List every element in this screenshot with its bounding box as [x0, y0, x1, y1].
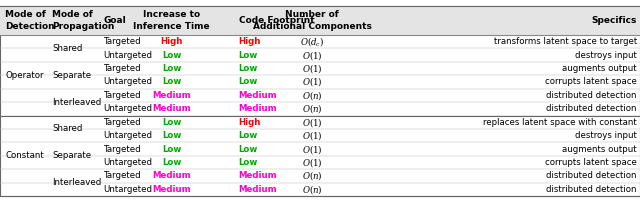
Text: Mode of
Detection: Mode of Detection	[5, 10, 55, 31]
Text: Untargeted: Untargeted	[104, 104, 153, 113]
Text: Medium: Medium	[239, 185, 277, 194]
Text: Goal: Goal	[104, 16, 127, 25]
Text: $O(1)$: $O(1)$	[302, 143, 323, 156]
Text: corrupts latent space: corrupts latent space	[545, 158, 637, 167]
Text: $O(1)$: $O(1)$	[302, 116, 323, 129]
Text: Untargeted: Untargeted	[104, 77, 153, 86]
Text: Targeted: Targeted	[104, 145, 141, 154]
Text: Separate: Separate	[52, 71, 92, 80]
Text: Code Footprint: Code Footprint	[239, 16, 314, 25]
Text: augments output: augments output	[562, 145, 637, 154]
Text: $O(d_c)$: $O(d_c)$	[300, 35, 324, 48]
Text: Low: Low	[239, 77, 258, 86]
Text: Low: Low	[162, 77, 181, 86]
Text: $O(n)$: $O(n)$	[302, 102, 323, 115]
Text: Interleaved: Interleaved	[52, 178, 102, 187]
Text: Medium: Medium	[152, 104, 191, 113]
Text: Low: Low	[162, 145, 181, 154]
Text: destroys input: destroys input	[575, 51, 637, 60]
Text: Operator: Operator	[5, 71, 44, 80]
Text: $O(1)$: $O(1)$	[302, 62, 323, 75]
Text: $O(1)$: $O(1)$	[302, 75, 323, 88]
Text: Low: Low	[239, 131, 258, 140]
Text: augments output: augments output	[562, 64, 637, 73]
Text: Medium: Medium	[239, 91, 277, 100]
Bar	[0, 6, 640, 35]
Text: distributed detection: distributed detection	[547, 185, 637, 194]
Text: Low: Low	[162, 131, 181, 140]
Text: Low: Low	[239, 158, 258, 167]
Text: $O(1)$: $O(1)$	[302, 129, 323, 142]
Text: Targeted: Targeted	[104, 64, 141, 73]
Text: Low: Low	[162, 64, 181, 73]
Text: Low: Low	[239, 51, 258, 60]
Text: $O(n)$: $O(n)$	[302, 183, 323, 196]
Text: Medium: Medium	[152, 171, 191, 180]
Text: $O(1)$: $O(1)$	[302, 49, 323, 62]
Text: Low: Low	[162, 118, 181, 127]
Text: $O(n)$: $O(n)$	[302, 89, 323, 102]
Text: Constant: Constant	[5, 151, 44, 160]
Text: Medium: Medium	[152, 185, 191, 194]
Text: Increase to
Inference Time: Increase to Inference Time	[133, 10, 210, 31]
Text: High: High	[161, 37, 182, 46]
Text: Untargeted: Untargeted	[104, 158, 153, 167]
Text: Untargeted: Untargeted	[104, 51, 153, 60]
Text: Shared: Shared	[52, 44, 83, 53]
Text: $O(n)$: $O(n)$	[302, 169, 323, 182]
Text: Targeted: Targeted	[104, 91, 141, 100]
Text: transforms latent space to target: transforms latent space to target	[493, 37, 637, 46]
Text: Interleaved: Interleaved	[52, 98, 102, 107]
Text: Untargeted: Untargeted	[104, 131, 153, 140]
Text: $O(1)$: $O(1)$	[302, 156, 323, 169]
Text: distributed detection: distributed detection	[547, 171, 637, 180]
Text: Specifics: Specifics	[591, 16, 637, 25]
Text: Low: Low	[162, 51, 181, 60]
Text: High: High	[239, 37, 261, 46]
Text: Medium: Medium	[239, 104, 277, 113]
Text: Targeted: Targeted	[104, 118, 141, 127]
Text: High: High	[239, 118, 261, 127]
Text: Targeted: Targeted	[104, 37, 141, 46]
Text: corrupts latent space: corrupts latent space	[545, 77, 637, 86]
Text: destroys input: destroys input	[575, 131, 637, 140]
Text: Shared: Shared	[52, 124, 83, 133]
Text: Medium: Medium	[239, 171, 277, 180]
Text: Low: Low	[162, 158, 181, 167]
Text: Untargeted: Untargeted	[104, 185, 153, 194]
Text: Low: Low	[239, 145, 258, 154]
Text: Number of
Additional Components: Number of Additional Components	[253, 10, 372, 31]
Text: distributed detection: distributed detection	[547, 104, 637, 113]
Text: Targeted: Targeted	[104, 171, 141, 180]
Text: replaces latent space with constant: replaces latent space with constant	[483, 118, 637, 127]
Text: distributed detection: distributed detection	[547, 91, 637, 100]
Text: Mode of
Propagation: Mode of Propagation	[52, 10, 115, 31]
Text: Medium: Medium	[152, 91, 191, 100]
Text: Low: Low	[239, 64, 258, 73]
Text: Separate: Separate	[52, 151, 92, 160]
